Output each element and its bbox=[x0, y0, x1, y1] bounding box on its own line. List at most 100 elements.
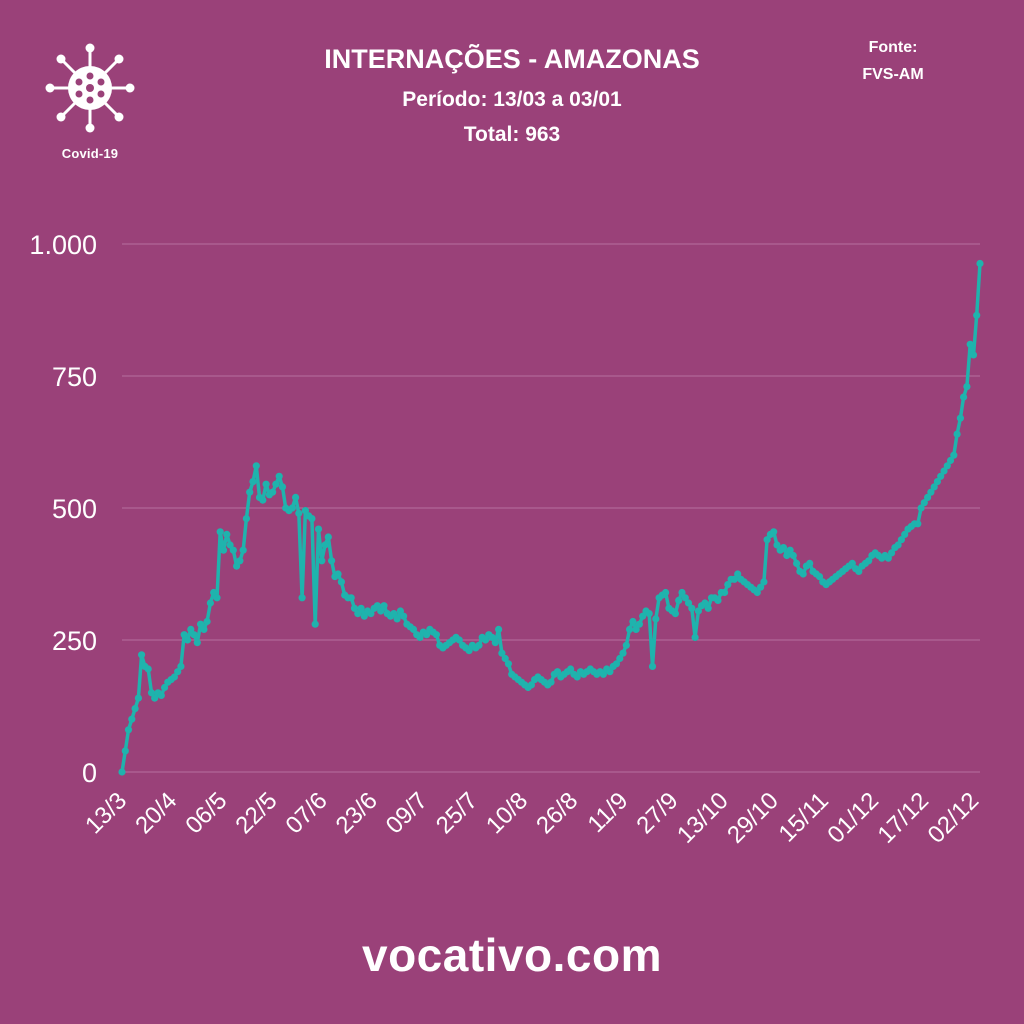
y-tick-label: 1.000 bbox=[29, 230, 97, 260]
x-tick-label: 26/8 bbox=[531, 787, 583, 839]
data-point bbox=[475, 641, 483, 649]
data-point bbox=[203, 617, 211, 626]
data-point bbox=[177, 662, 185, 671]
data-point bbox=[799, 570, 807, 578]
data-point bbox=[252, 462, 260, 470]
data-point bbox=[937, 472, 945, 480]
x-tick-label: 15/11 bbox=[774, 787, 834, 847]
data-point bbox=[701, 599, 709, 607]
x-tick-label: 02/12 bbox=[923, 787, 985, 849]
data-point bbox=[390, 610, 398, 618]
data-point bbox=[688, 604, 696, 612]
data-point bbox=[400, 612, 408, 620]
data-point bbox=[953, 430, 961, 438]
data-point bbox=[950, 451, 958, 459]
y-tick-label: 250 bbox=[52, 626, 97, 656]
data-point bbox=[547, 678, 555, 686]
data-point bbox=[963, 383, 971, 391]
x-tick-label: 20/4 bbox=[130, 787, 182, 839]
data-point bbox=[190, 631, 198, 639]
data-point bbox=[675, 596, 683, 605]
data-point bbox=[848, 559, 856, 568]
data-point bbox=[763, 536, 771, 544]
data-point bbox=[275, 472, 283, 480]
data-point bbox=[147, 689, 156, 697]
y-tick-label: 0 bbox=[82, 758, 97, 788]
data-point bbox=[226, 541, 234, 549]
data-point bbox=[946, 456, 955, 465]
data-point bbox=[334, 570, 342, 578]
brand-footer: vocativo.com bbox=[362, 929, 662, 981]
data-point bbox=[619, 649, 627, 657]
data-point bbox=[789, 551, 797, 560]
x-tick-label: 13/10 bbox=[672, 787, 734, 849]
data-point bbox=[183, 636, 192, 644]
data-point bbox=[223, 530, 231, 539]
data-point bbox=[295, 509, 303, 517]
virus-icon bbox=[45, 43, 135, 133]
data-point bbox=[632, 625, 640, 634]
data-point bbox=[786, 546, 794, 554]
data-point bbox=[648, 662, 657, 671]
data-point bbox=[318, 557, 326, 565]
data-point bbox=[757, 583, 765, 591]
data-point bbox=[888, 549, 896, 557]
data-point bbox=[488, 633, 496, 642]
x-tick-label: 01/12 bbox=[822, 787, 884, 849]
data-point bbox=[501, 654, 509, 663]
data-point bbox=[229, 546, 237, 554]
data-point bbox=[612, 660, 621, 668]
data-point bbox=[966, 340, 974, 348]
data-point bbox=[118, 768, 126, 776]
data-point bbox=[128, 715, 136, 723]
data-point bbox=[455, 636, 463, 644]
data-point bbox=[409, 625, 418, 634]
data-point bbox=[960, 393, 968, 401]
data-point bbox=[865, 557, 873, 565]
data-point bbox=[671, 610, 680, 618]
data-point bbox=[393, 615, 401, 623]
data-point bbox=[465, 647, 473, 655]
data-point bbox=[134, 694, 142, 702]
data-point bbox=[259, 496, 267, 504]
x-tick-label: 25/7 bbox=[431, 787, 483, 839]
data-point bbox=[200, 625, 208, 634]
data-point bbox=[694, 607, 703, 615]
data-point bbox=[691, 633, 699, 642]
data-point bbox=[380, 602, 388, 610]
data-point bbox=[734, 570, 742, 578]
data-point bbox=[357, 604, 365, 612]
data-point bbox=[144, 665, 152, 673]
x-tick-label: 10/8 bbox=[481, 787, 533, 839]
data-point bbox=[662, 588, 670, 597]
source-block: Fonte: FVS-AM bbox=[838, 34, 948, 88]
data-point bbox=[684, 599, 693, 607]
data-point bbox=[360, 612, 368, 620]
chart-total: Total: 963 bbox=[463, 123, 561, 146]
data-point bbox=[956, 414, 965, 422]
data-point bbox=[151, 694, 159, 702]
data-point bbox=[724, 581, 732, 589]
data-point bbox=[180, 631, 188, 639]
data-point bbox=[206, 599, 214, 607]
series-line bbox=[120, 261, 982, 774]
data-point bbox=[269, 488, 277, 496]
data-point bbox=[567, 665, 575, 673]
data-point bbox=[197, 620, 205, 628]
x-tick-label: 13/3 bbox=[80, 787, 132, 839]
data-point bbox=[504, 660, 512, 668]
data-point bbox=[314, 525, 323, 533]
data-point bbox=[969, 351, 978, 359]
data-point bbox=[616, 654, 624, 663]
data-point bbox=[416, 633, 424, 642]
data-point bbox=[396, 607, 404, 615]
data-point bbox=[498, 649, 506, 657]
data-point bbox=[354, 610, 362, 618]
data-point bbox=[187, 625, 195, 634]
data-point bbox=[373, 602, 381, 610]
x-tick-label: 29/10 bbox=[722, 787, 784, 849]
data-point bbox=[606, 668, 614, 676]
data-point bbox=[324, 533, 332, 541]
data-point bbox=[678, 588, 686, 597]
x-tick-label: 23/6 bbox=[331, 787, 383, 839]
